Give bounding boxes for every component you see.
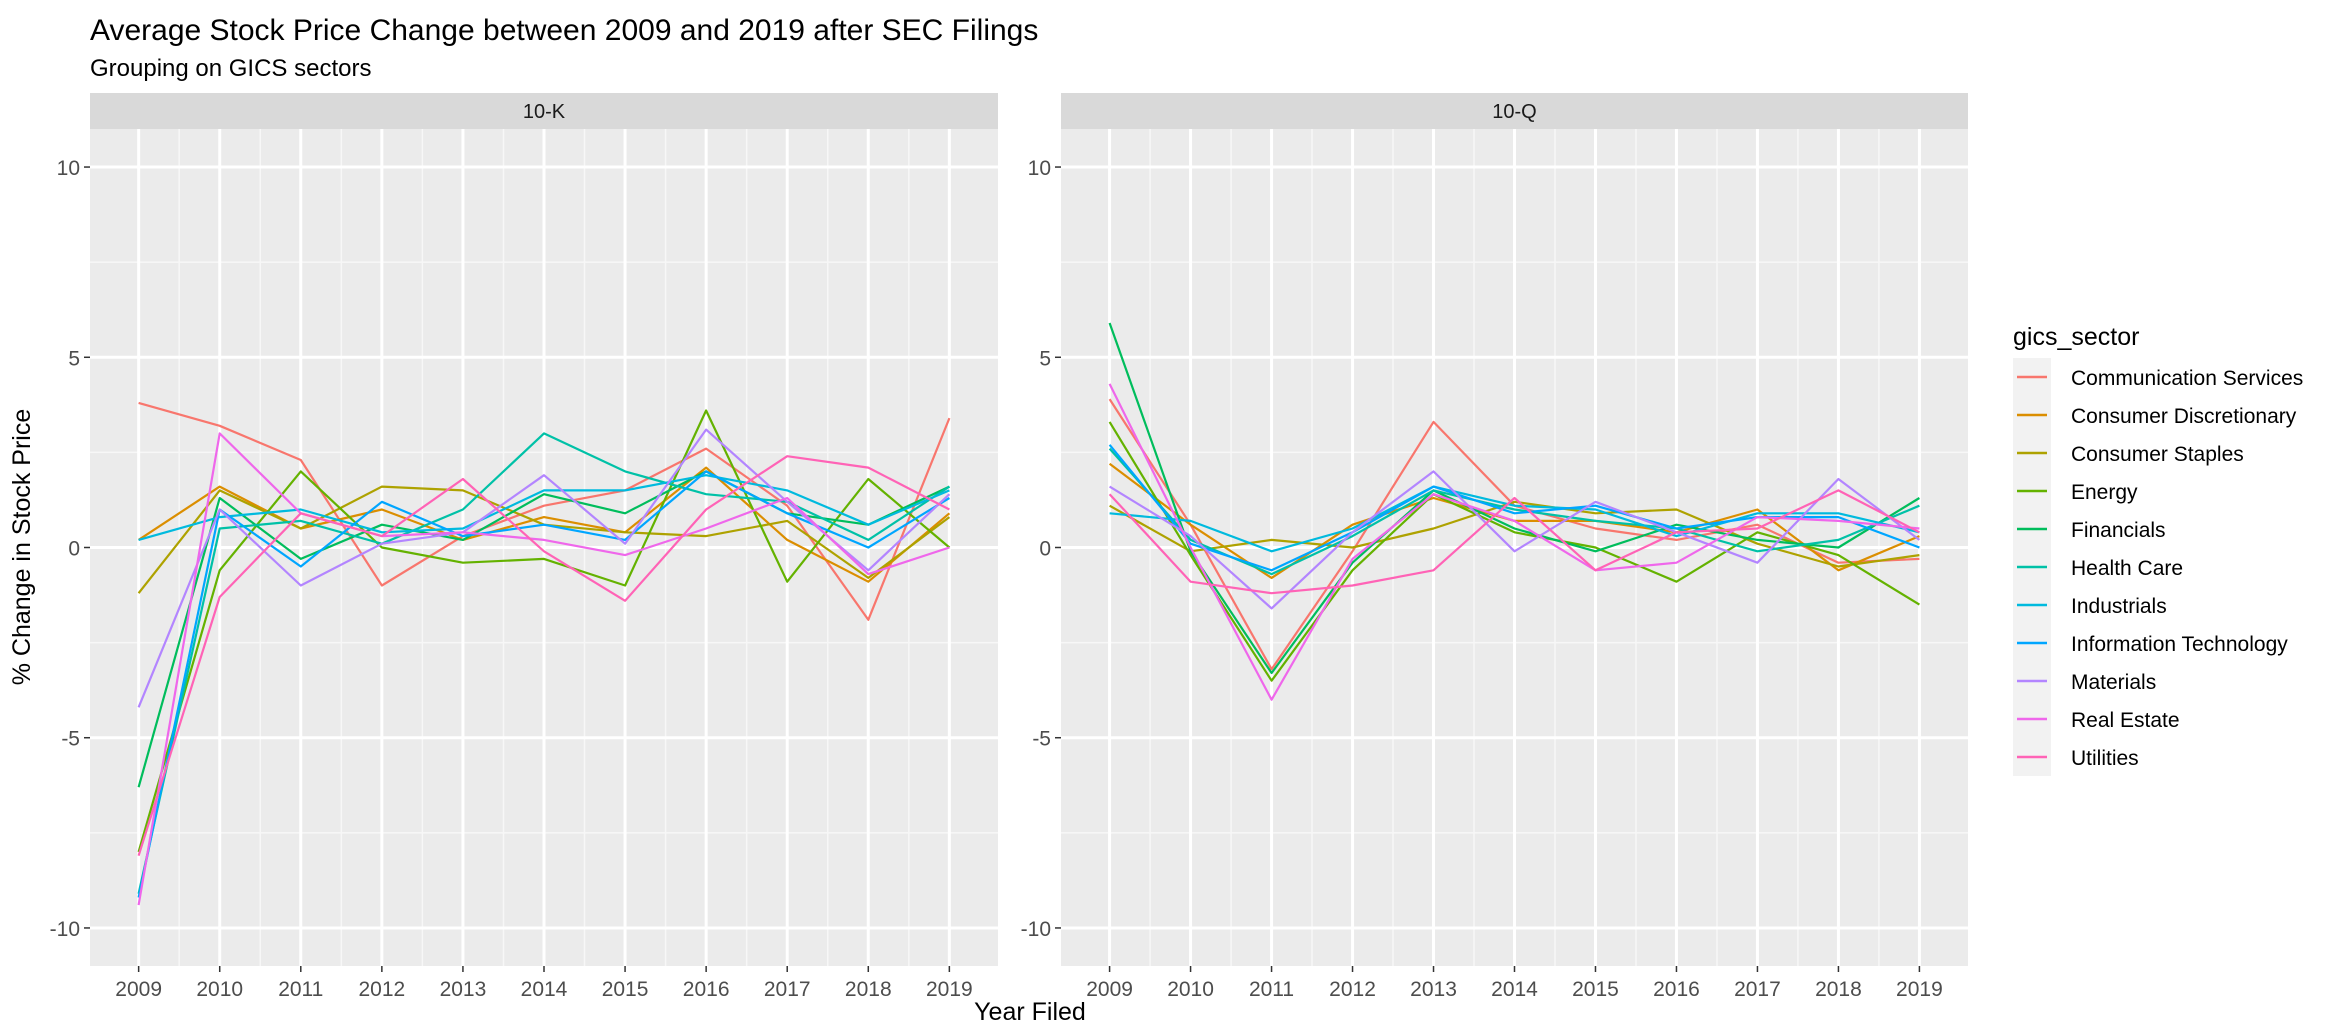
legend-label: Communication Services [2071, 367, 2303, 390]
facet-strip [1061, 93, 1968, 129]
x-tick-label: 2010 [1167, 978, 1214, 1001]
x-tick-label: 2015 [1572, 978, 1619, 1001]
y-axis-label: % Change in Stock Price [8, 409, 36, 686]
x-tick-label: 2015 [602, 978, 649, 1001]
panel-10-k: 10-K -10 -5 0 5 10 2009 2010 2011 2012 2013 2014 201… [50, 93, 998, 1001]
x-tick-label: 2010 [196, 978, 243, 1001]
x-tick-label: 2017 [1734, 978, 1781, 1001]
legend-item: Consumer Staples [2013, 434, 2244, 472]
x-tick-label: 2016 [683, 978, 730, 1001]
x-tick-label: 2014 [1491, 978, 1538, 1001]
panels-layer: 10-K -10 -5 0 5 10 2009 2010 2011 2012 2013 2014 201… [50, 93, 1968, 1001]
legend-label: Real Estate [2071, 709, 2180, 732]
x-tick-label: 2009 [115, 978, 162, 1001]
y-tick-label: 5 [1039, 347, 1051, 370]
legend-label: Consumer Staples [2071, 443, 2244, 466]
series-line-communication-services [138, 401, 951, 621]
x-tick-label: 2011 [278, 978, 323, 1001]
x-tick-label: 2012 [1329, 978, 1376, 1001]
facet-strip [90, 93, 998, 129]
series-line-financials [137, 470, 950, 788]
x-tick-label: 2019 [926, 978, 973, 1001]
series-line-real-estate [1108, 383, 1920, 701]
series-line-energy [1108, 421, 1920, 682]
series-line-utilities [137, 455, 950, 857]
series-line-utilities [1108, 489, 1920, 595]
legend-item: Energy [2013, 472, 2138, 510]
x-tick-label: 2017 [764, 978, 811, 1001]
series-line-health-care [137, 432, 951, 894]
legend-label: Energy [2071, 481, 2138, 504]
legend-label: Consumer Discretionary [2071, 405, 2297, 428]
facet-strip-label: 10-Q [1492, 101, 1536, 123]
chart-title: Average Stock Price Change between 2009 … [90, 14, 1038, 47]
legend-label: Materials [2071, 671, 2156, 694]
legend-item: Financials [2013, 510, 2166, 548]
x-tick-label: 2009 [1086, 978, 1133, 1001]
series-line-consumer-discretionary [137, 466, 951, 583]
legend-item: Consumer Discretionary [2013, 396, 2297, 434]
legend-label: Financials [2071, 519, 2166, 542]
series-line-industrials [1109, 485, 1920, 553]
x-tick-label: 2016 [1653, 978, 1700, 1001]
legend-label: Utilities [2071, 747, 2139, 770]
legend-item: Industrials [2013, 586, 2167, 624]
facet-strip-label: 10-K [523, 101, 566, 123]
y-tick-label: -5 [1032, 728, 1051, 751]
x-tick-label: 2019 [1896, 978, 1943, 1001]
y-tick-label: 0 [1039, 538, 1051, 561]
y-tick-label: 10 [57, 157, 80, 180]
series-line-health-care [1108, 447, 1920, 576]
legend-item: Utilities [2013, 738, 2139, 776]
legend: gics_sector Communication Services Consum… [2013, 323, 2303, 776]
series-line-real-estate [137, 432, 950, 906]
legend-item: Real Estate [2013, 700, 2180, 738]
x-tick-label: 2018 [845, 978, 892, 1001]
series-line-information-technology [1108, 444, 1920, 572]
legend-label: Health Care [2071, 557, 2183, 580]
x-tick-label: 2013 [440, 978, 487, 1001]
y-tick-label: -5 [61, 728, 80, 751]
x-tick-label: 2014 [521, 978, 568, 1001]
legend-item: Materials [2013, 662, 2156, 700]
legend-item: Health Care [2013, 548, 2183, 586]
series-line-materials [1109, 470, 1921, 610]
y-tick-label: 0 [68, 538, 80, 561]
y-tick-label: -10 [50, 918, 80, 941]
x-axis-label: Year Filed [974, 998, 1086, 1026]
x-tick-label: 2011 [1249, 978, 1294, 1001]
legend-item: Communication Services [2013, 358, 2303, 396]
x-tick-label: 2018 [1815, 978, 1862, 1001]
y-tick-label: 10 [1028, 157, 1051, 180]
legend-title: gics_sector [2013, 323, 2139, 351]
legend-label: Industrials [2071, 595, 2167, 618]
series-line-consumer-staples [1109, 500, 1920, 568]
y-tick-label: 5 [68, 347, 80, 370]
legend-item: Information Technology [2013, 624, 2288, 662]
panel-10-q: 10-Q -10 -5 0 5 10 2009 2010 2011 2012 2013 2014 201… [1021, 93, 1968, 1001]
series-line-financials [1108, 322, 1920, 675]
series-line-energy [137, 409, 951, 853]
x-tick-label: 2013 [1410, 978, 1457, 1001]
y-tick-label: -10 [1021, 918, 1051, 941]
chart-subtitle: Grouping on GICS sectors [90, 55, 371, 82]
series-line-industrials [138, 474, 950, 541]
legend-label: Information Technology [2071, 633, 2288, 656]
x-tick-label: 2012 [358, 978, 405, 1001]
